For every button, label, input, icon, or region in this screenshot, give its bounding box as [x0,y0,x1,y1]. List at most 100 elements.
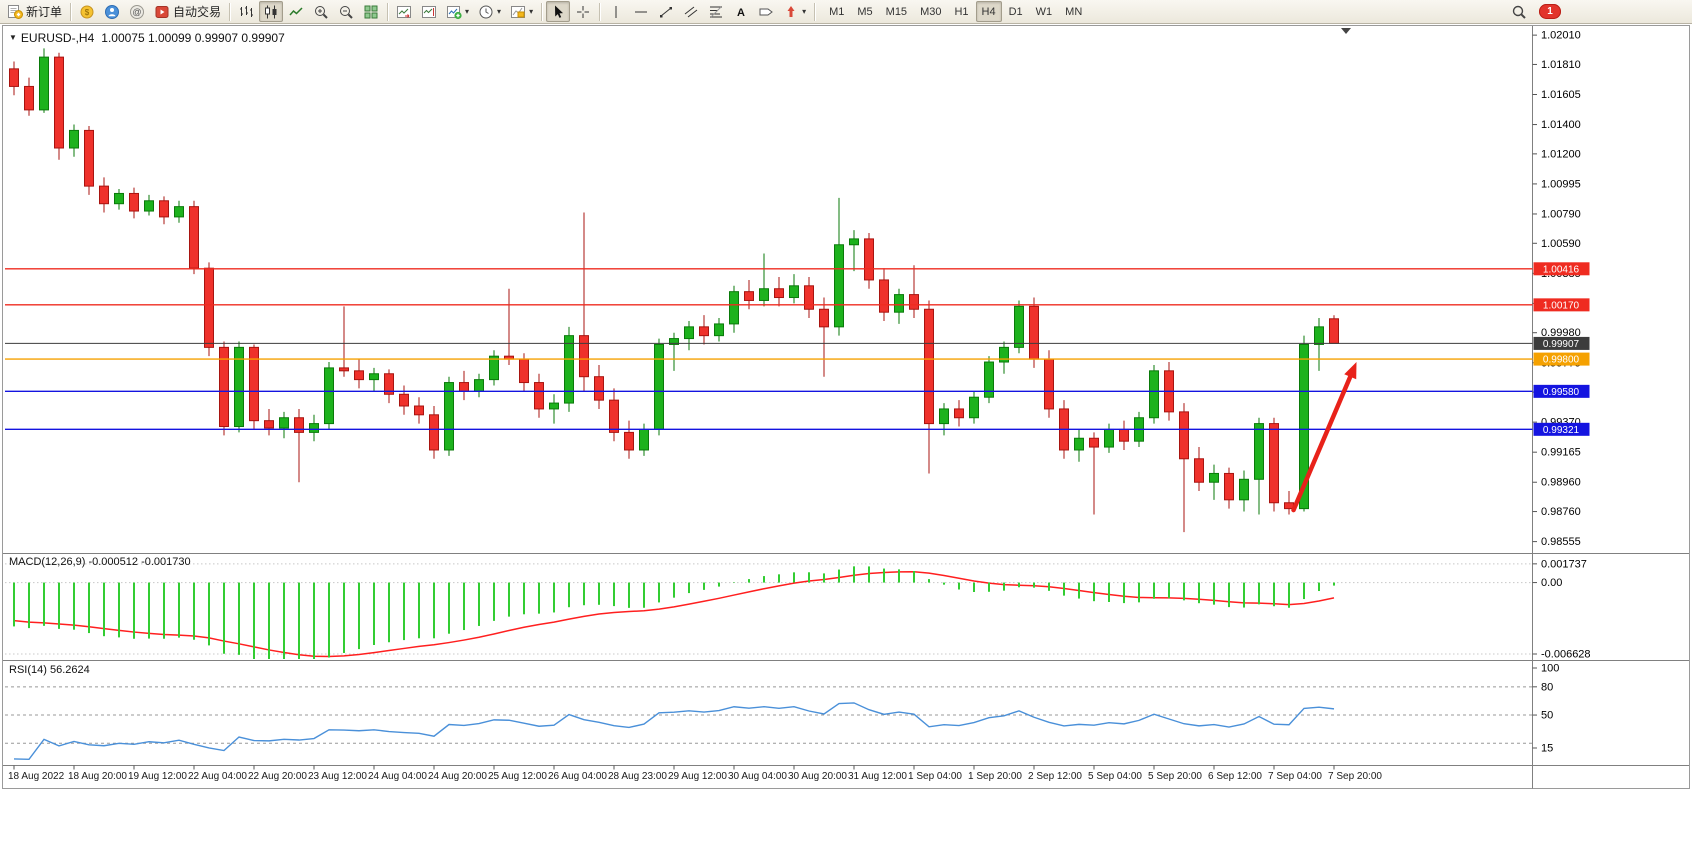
line-chart-mode-button[interactable] [284,1,308,22]
shapes-icon [783,4,799,20]
tile-windows-button[interactable] [359,1,383,22]
bear-candle [534,382,544,410]
bull-candle [939,408,949,425]
bear-candle [354,370,364,381]
trendline-tool-button[interactable] [654,1,678,22]
person-icon [104,4,120,20]
template-icon [510,4,526,20]
chart-shift-button[interactable] [417,1,441,22]
notification-badge[interactable]: 1 [1539,4,1561,19]
bear-candle [1269,423,1279,504]
indicators-icon [446,4,462,20]
svg-text:1.01400: 1.01400 [1541,119,1581,131]
bull-candle [669,338,679,345]
indicators-list-button[interactable]: ▾ [442,1,473,22]
horizontal-line-tool-button[interactable] [629,1,653,22]
bear-candle [954,408,964,419]
bear-candle [219,346,229,428]
svg-text:A: A [737,7,745,19]
svg-text:30 Aug 20:00: 30 Aug 20:00 [788,771,847,782]
svg-text:0.99321: 0.99321 [1543,425,1580,436]
text-label-tool-button[interactable] [754,1,778,22]
toolbar-right-group: 1 [1507,1,1561,22]
timeframe-m30-button[interactable]: M30 [914,1,947,22]
bull-candle [999,346,1009,363]
zoom-in-button[interactable] [309,1,333,22]
bull-candle [654,343,664,430]
timeframe-h4-button[interactable]: H4 [975,1,1002,22]
svg-text:29 Aug 12:00: 29 Aug 12:00 [668,771,727,782]
toolbar-separator [387,2,389,21]
support-contact-button[interactable]: @ [125,1,149,22]
bear-candle [594,376,604,401]
bull-candle [1209,472,1219,483]
vertical-line-tool-button[interactable] [604,1,628,22]
timeframe-h1-button[interactable]: H1 [948,1,974,22]
svg-text:24 Aug 04:00: 24 Aug 04:00 [368,771,427,782]
timeframe-m15-button[interactable]: M15 [880,1,913,22]
crosshair-tool-button[interactable] [571,1,595,22]
autotrade-icon [154,4,170,20]
svg-text:-0.006628: -0.006628 [1541,648,1591,660]
candlestick-mode-button[interactable] [259,1,284,22]
svg-text:1.00590: 1.00590 [1541,238,1581,250]
bear-candle [1089,437,1099,448]
timeframe-m1-button[interactable]: M1 [823,1,850,22]
timeframe-w1-button[interactable]: W1 [1030,1,1059,22]
svg-text:80: 80 [1541,681,1553,693]
autotrading-button[interactable]: 自动交易 [150,1,225,22]
svg-text:5 Sep 20:00: 5 Sep 20:00 [1148,771,1202,782]
label-icon [758,4,774,20]
text-tool-button[interactable]: A [729,1,753,22]
svg-text:1.01605: 1.01605 [1541,89,1581,101]
svg-text:$: $ [85,8,90,17]
search-button[interactable] [1507,1,1531,22]
annotation-arrow[interactable] [1291,362,1357,513]
timeframe-d1-button[interactable]: D1 [1003,1,1029,22]
svg-text:1.00995: 1.00995 [1541,178,1581,190]
bars-icon [238,4,254,20]
svg-text:30 Aug 04:00: 30 Aug 04:00 [728,771,787,782]
tile-icon [363,4,379,20]
bull-candle [1299,343,1309,510]
dropdown-caret-icon: ▾ [802,6,807,16]
periods-menu-button[interactable]: ▾ [474,1,505,22]
svg-text:1.00170: 1.00170 [1543,300,1580,311]
resistance-line-tag [1533,262,1590,276]
fibonacci-tool-button[interactable] [704,1,728,22]
svg-text:0.99580: 0.99580 [1543,387,1580,398]
chart-canvas[interactable]: 1.02010 1.01810 1.01605 1.01400 1.01200 1.009… [0,25,1692,848]
bear-candle [909,294,919,310]
new-order-button[interactable]: 新订单 [3,1,66,22]
svg-text:6 Sep 12:00: 6 Sep 12:00 [1208,771,1262,782]
svg-text:1 Sep 20:00: 1 Sep 20:00 [968,771,1022,782]
candles-icon [263,4,279,20]
svg-text:0.98960: 0.98960 [1541,477,1581,489]
bull-candle [234,346,244,428]
svg-text:50: 50 [1541,710,1553,722]
community-profile-button[interactable] [100,1,124,22]
bear-candle [879,279,889,313]
mql5-market-button[interactable]: $ [75,1,99,22]
timeframe-mn-button[interactable]: MN [1059,1,1088,22]
timeframe-m5-button[interactable]: M5 [851,1,878,22]
channel-tool-button[interactable] [679,1,703,22]
bear-candle [414,405,424,416]
svg-text:7 Sep 04:00: 7 Sep 04:00 [1268,771,1322,782]
auto-scroll-button[interactable] [392,1,416,22]
chart-shift-marker[interactable] [1341,28,1351,34]
dropdown-caret-icon: ▾ [497,6,502,16]
bar-chart-mode-button[interactable] [234,1,258,22]
bear-candle [459,382,469,392]
cursor-tool-button[interactable] [546,1,571,22]
svg-text:26 Aug 04:00: 26 Aug 04:00 [548,771,607,782]
arrows-shapes-tool-button[interactable]: ▾ [779,1,810,22]
bull-candle [1239,478,1249,501]
dropdown-caret-icon: ▾ [465,6,470,16]
bear-candle [99,185,109,205]
templates-menu-button[interactable]: ▾ [506,1,537,22]
autoscroll-icon [396,4,412,20]
bull-candle [114,192,124,205]
bull-candle [444,382,454,451]
zoom-out-button[interactable] [334,1,358,22]
